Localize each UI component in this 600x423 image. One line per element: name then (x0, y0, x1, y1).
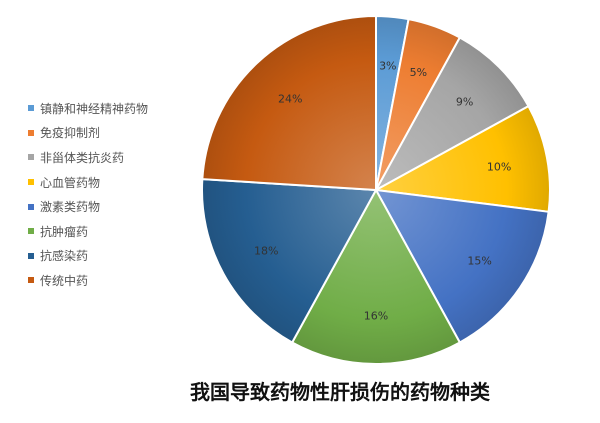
slice-label-7: 18% (254, 244, 278, 257)
legend-label-4: 心血管药物 (40, 175, 101, 190)
legend-item-5: 激素类药物 (28, 194, 148, 219)
legend-item-7: 抗感染药 (28, 244, 148, 269)
legend-swatch-8 (28, 277, 34, 284)
legend-label-8: 传统中药 (40, 273, 89, 288)
legend-label-7: 抗感染药 (40, 249, 89, 264)
chart-title: 我国导致药物性肝损伤的药物种类 (190, 380, 490, 404)
legend-item-3: 非甾体类抗炎药 (28, 145, 148, 170)
slice-label-4: 10% (487, 161, 511, 174)
legend-item-1: 镇静和神经精神药物 (28, 96, 148, 121)
pie-slice-5 (374, 188, 550, 344)
legend-label-5: 激素类药物 (40, 200, 101, 215)
legend-swatch-1 (28, 105, 34, 112)
legend-swatch-2 (28, 129, 34, 136)
legend-swatch-7 (28, 252, 34, 259)
legend-item-6: 抗肿瘤药 (28, 219, 148, 244)
legend-swatch-4 (28, 179, 34, 186)
pie-slice-4 (372, 104, 551, 213)
slice-label-8: 24% (278, 93, 302, 106)
legend-label-6: 抗肿瘤药 (40, 224, 89, 239)
legend-label-1: 镇静和神经精神药物 (40, 101, 149, 116)
pie-slice-6 (290, 187, 462, 365)
slice-label-6: 16% (364, 309, 388, 322)
legend-swatch-5 (28, 203, 34, 210)
legend-item-8: 传统中药 (28, 268, 148, 293)
legend-item-2: 免疫抑制剂 (28, 121, 148, 146)
chart-legend: 镇静和神经精神药物 免疫抑制剂非甾体类抗炎药 心血管药物激素类药物抗肿瘤药抗感染药传… (28, 96, 148, 293)
legend-swatch-3 (28, 154, 34, 161)
slice-label-5: 15% (467, 254, 491, 267)
slice-label-2: 5% (410, 66, 427, 79)
legend-label-2: 免疫抑制剂 (40, 126, 101, 141)
legend-item-4: 心血管药物 (28, 170, 148, 195)
legend-label-3: 非甾体类抗炎药 (40, 150, 125, 165)
pie-slice-7 (201, 178, 378, 344)
pie-slice-3 (373, 36, 530, 193)
slice-label-3: 9% (456, 95, 473, 108)
legend-swatch-6 (28, 228, 34, 235)
slice-label-1: 3% (379, 59, 396, 72)
pie-slice-8 (201, 14, 377, 192)
